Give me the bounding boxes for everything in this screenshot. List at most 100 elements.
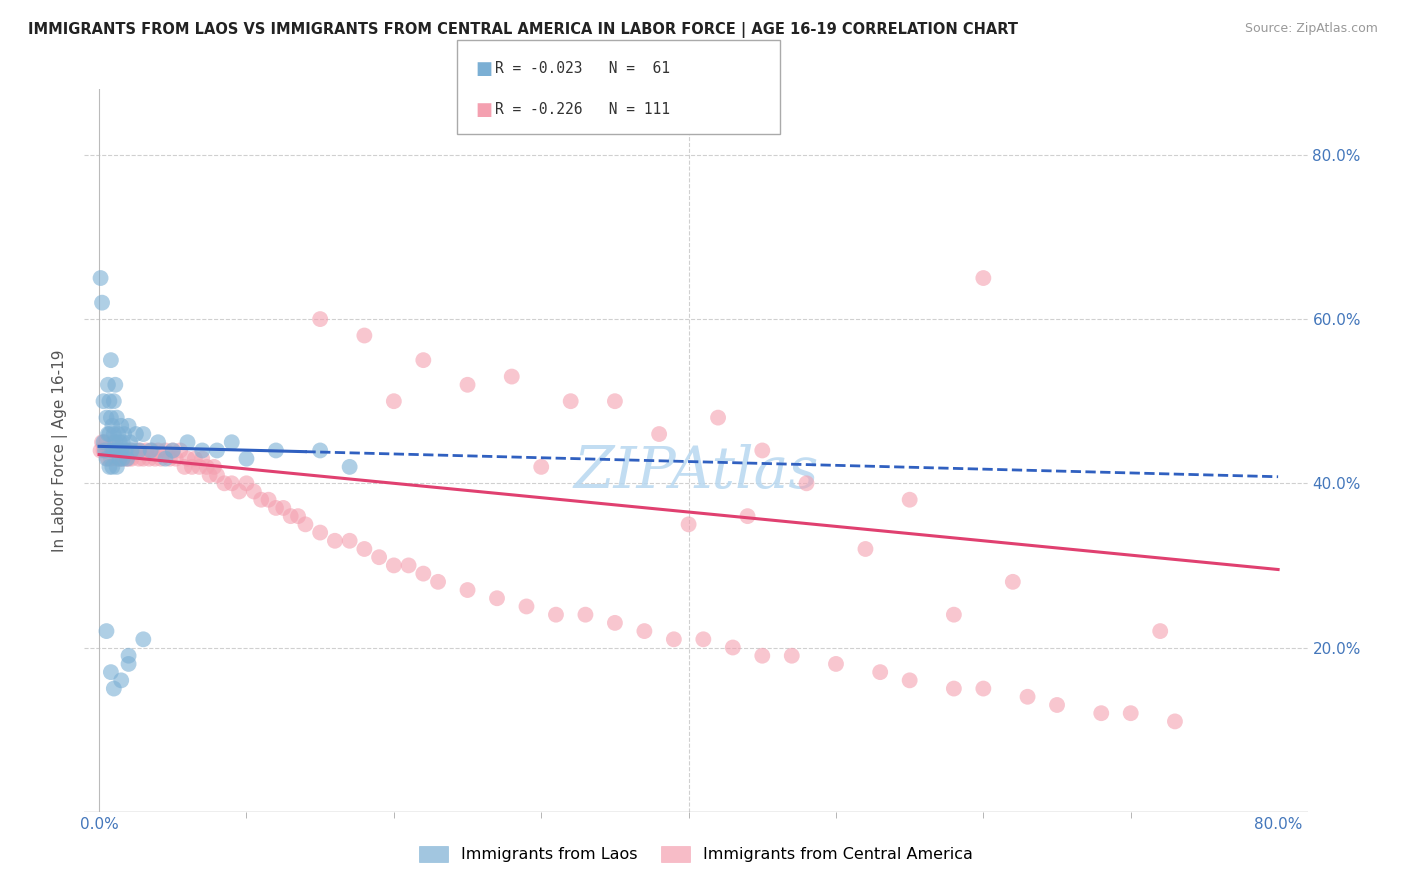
Immigrants from Central America (132, 451, 155, 466)
Immigrants from Laos (155, 451, 177, 466)
Immigrants from Central America (309, 525, 332, 540)
Immigrants from Laos (91, 295, 114, 310)
Immigrants from Central America (141, 443, 163, 458)
Immigrants from Central America (138, 451, 160, 466)
Immigrants from Central America (323, 533, 346, 548)
Immigrants from Laos (117, 418, 139, 433)
Text: ■: ■ (475, 101, 492, 119)
Immigrants from Central America (780, 648, 803, 663)
Immigrants from Laos (235, 451, 257, 466)
Immigrants from Laos (107, 427, 129, 442)
Immigrants from Central America (117, 451, 139, 466)
Immigrants from Central America (173, 459, 195, 474)
Immigrants from Central America (128, 451, 150, 466)
Immigrants from Central America (898, 673, 921, 688)
Immigrants from Laos (117, 657, 139, 671)
Immigrants from Central America (104, 443, 127, 458)
Immigrants from Laos (96, 410, 118, 425)
Immigrants from Central America (191, 451, 214, 466)
Immigrants from Central America (751, 443, 773, 458)
Immigrants from Central America (146, 443, 169, 458)
Immigrants from Central America (273, 500, 295, 515)
Immigrants from Central America (98, 443, 121, 458)
Immigrants from Central America (560, 394, 582, 409)
Y-axis label: In Labor Force | Age 16-19: In Labor Force | Age 16-19 (52, 349, 69, 552)
Immigrants from Laos (101, 418, 124, 433)
Text: R = -0.023   N =  61: R = -0.023 N = 61 (495, 62, 669, 76)
Immigrants from Central America (280, 509, 302, 524)
Immigrants from Central America (205, 468, 228, 483)
Immigrants from Laos (162, 443, 184, 458)
Immigrants from Laos (98, 427, 121, 442)
Text: IMMIGRANTS FROM LAOS VS IMMIGRANTS FROM CENTRAL AMERICA IN LABOR FORCE | AGE 16-: IMMIGRANTS FROM LAOS VS IMMIGRANTS FROM … (28, 22, 1018, 38)
Immigrants from Central America (662, 632, 685, 647)
Immigrants from Laos (111, 435, 134, 450)
Immigrants from Central America (501, 369, 523, 384)
Immigrants from Central America (692, 632, 714, 647)
Immigrants from Central America (737, 509, 759, 524)
Immigrants from Laos (97, 427, 120, 442)
Immigrants from Laos (205, 443, 228, 458)
Immigrants from Central America (105, 451, 128, 466)
Immigrants from Central America (855, 541, 877, 556)
Immigrants from Laos (100, 665, 122, 680)
Immigrants from Laos (125, 427, 148, 442)
Immigrants from Central America (544, 607, 567, 622)
Immigrants from Laos (93, 394, 115, 409)
Immigrants from Central America (796, 476, 818, 491)
Immigrants from Laos (94, 443, 117, 458)
Immigrants from Central America (1119, 706, 1142, 721)
Immigrants from Central America (155, 443, 177, 458)
Immigrants from Central America (972, 681, 994, 696)
Immigrants from Central America (221, 476, 243, 491)
Immigrants from Laos (339, 459, 361, 474)
Text: Source: ZipAtlas.com: Source: ZipAtlas.com (1244, 22, 1378, 36)
Immigrants from Central America (162, 443, 184, 458)
Immigrants from Central America (339, 533, 361, 548)
Immigrants from Central America (898, 492, 921, 507)
Immigrants from Central America (202, 459, 225, 474)
Immigrants from Central America (412, 566, 434, 581)
Immigrants from Central America (1017, 690, 1039, 704)
Immigrants from Central America (382, 394, 405, 409)
Immigrants from Laos (128, 443, 150, 458)
Immigrants from Central America (294, 517, 316, 532)
Immigrants from Laos (105, 410, 128, 425)
Immigrants from Laos (176, 435, 198, 450)
Immigrants from Laos (114, 443, 136, 458)
Immigrants from Central America (101, 443, 124, 458)
Immigrants from Central America (825, 657, 848, 671)
Immigrants from Central America (603, 394, 626, 409)
Immigrants from Central America (942, 681, 965, 696)
Immigrants from Central America (648, 427, 671, 442)
Immigrants from Laos (104, 377, 127, 392)
Immigrants from Central America (353, 328, 375, 343)
Immigrants from Laos (96, 451, 118, 466)
Immigrants from Central America (457, 582, 479, 597)
Immigrants from Central America (427, 574, 450, 589)
Immigrants from Laos (139, 443, 162, 458)
Immigrants from Central America (603, 615, 626, 630)
Immigrants from Central America (110, 443, 132, 458)
Immigrants from Central America (869, 665, 891, 680)
Immigrants from Central America (250, 492, 273, 507)
Immigrants from Laos (107, 443, 129, 458)
Immigrants from Central America (143, 451, 166, 466)
Immigrants from Central America (530, 459, 553, 474)
Immigrants from Central America (353, 541, 375, 556)
Immigrants from Central America (412, 353, 434, 368)
Immigrants from Laos (110, 443, 132, 458)
Immigrants from Central America (751, 648, 773, 663)
Immigrants from Laos (98, 459, 121, 474)
Immigrants from Central America (972, 271, 994, 285)
Immigrants from Central America (1164, 714, 1187, 729)
Immigrants from Central America (169, 443, 191, 458)
Immigrants from Central America (97, 451, 120, 466)
Immigrants from Central America (181, 459, 204, 474)
Immigrants from Central America (257, 492, 280, 507)
Immigrants from Laos (105, 443, 128, 458)
Immigrants from Central America (515, 599, 537, 614)
Immigrants from Central America (398, 558, 420, 573)
Immigrants from Laos (221, 435, 243, 450)
Immigrants from Central America (165, 451, 187, 466)
